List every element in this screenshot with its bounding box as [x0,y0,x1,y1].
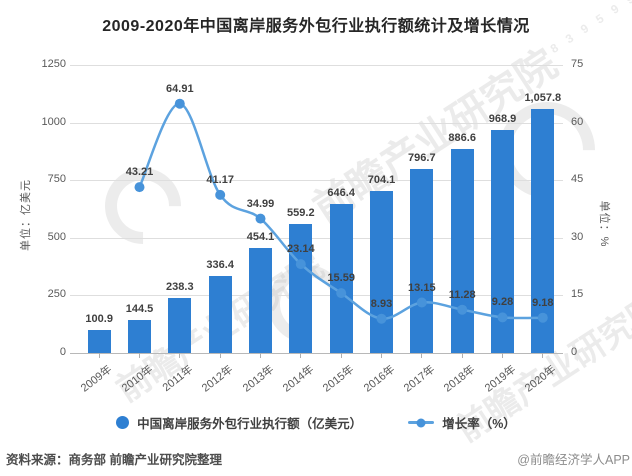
bar [128,319,151,353]
line-value-label: 23.14 [287,243,315,256]
y-axis-tick-label-left: 250 [47,288,66,301]
x-axis-tick [421,353,423,358]
line-value-label: 43.21 [125,166,154,179]
x-axis-tick [260,353,261,358]
bar [249,248,272,353]
line-value-label: 34.99 [246,197,275,210]
bar-value-label: 238.3 [166,281,194,294]
legend-item-bar-series: 中国离岸服务外包行业执行额（亿美元） [116,413,362,432]
line-value-label: 9.18 [532,296,554,309]
y-axis-tick-label-left: 0 [59,346,66,358]
legend-label-line-series: 增长率（%） [442,417,516,431]
chart-legend: 中国离岸服务外包行业执行额（亿美元） 增长率（%） [0,413,632,432]
bar-value-label: 646.4 [327,187,355,200]
x-axis-tick [179,353,181,358]
x-axis-tick [340,353,342,358]
x-axis-tick [502,353,503,358]
y-axis-tick-label-left: 500 [47,230,66,243]
x-axis-tick [300,353,302,358]
gridline [70,65,563,66]
bar [168,298,192,353]
gridline [70,180,563,182]
line-value-label: 15.59 [327,272,355,285]
bar [410,169,434,353]
bar-value-label: 704.1 [367,173,396,186]
line-marker [134,182,145,193]
right-axis-unit-label: 单位：% [598,200,610,248]
bar-value-label: 886.6 [448,131,476,144]
y-axis-tick-label-left: 1000 [41,115,66,128]
line-marker [215,189,226,200]
bar-value-label: 336.4 [206,258,234,271]
y-axis-tick-label-right: 15 [571,288,584,301]
x-axis-tick [139,353,140,358]
y-axis-tick-label-left: 1250 [41,58,66,70]
legend-item-line-series: 增长率（%） [408,413,516,432]
bar [370,190,393,353]
x-axis-tick [381,353,382,358]
brand-credit: @前瞻经济学人APP [517,453,630,467]
legend-label-bar-series: 中国离岸服务外包行业执行额（亿美元） [137,417,363,431]
line-marker [174,98,185,109]
bar-series-swatch-icon [116,416,130,429]
line-value-label: 41.17 [206,173,234,186]
line-value-label: 8.93 [370,297,393,310]
y-axis-tick-label-left: 750 [47,173,66,186]
bar [450,148,474,353]
bar [208,275,232,353]
bar-value-label: 454.1 [246,231,275,244]
y-axis-tick-label-right: 45 [571,173,584,186]
line-series-swatch-icon [408,418,435,427]
y-axis-tick-label-right: 75 [571,58,584,70]
x-axis-line [70,353,563,354]
x-axis-tick [461,353,463,358]
bar-value-label: 100.9 [85,312,113,325]
chart-title: 2009-2020年中国离岸服务外包行业执行额统计及增长情况 [102,18,530,35]
gridline [70,237,563,239]
y-axis-tick-label-right: 60 [571,115,584,128]
bar-value-label: 144.5 [125,302,154,315]
y-axis-tick-label-right: 0 [571,346,578,358]
line-marker [255,213,266,224]
data-source-note: 资料来源：商务部 前瞻产业研究院整理 [6,453,222,467]
bar-value-label: 1,057.8 [524,92,562,105]
left-axis-unit-label: 单位：亿美元 [20,179,32,251]
line-value-label: 64.91 [166,82,194,95]
y-axis-tick-label-right: 30 [571,230,584,243]
bar [531,109,555,353]
x-axis-tick [542,353,544,358]
bar-value-label: 796.7 [408,152,436,165]
bar [87,329,111,353]
x-axis-tick [219,353,221,358]
bar [491,129,514,353]
x-axis-tick [98,353,100,358]
bar-value-label: 968.9 [488,112,517,125]
